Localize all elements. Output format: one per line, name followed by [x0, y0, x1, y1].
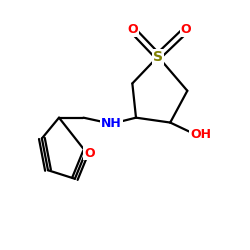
- Text: O: O: [181, 23, 192, 36]
- Text: S: S: [153, 50, 163, 64]
- Text: NH: NH: [101, 117, 122, 130]
- Text: O: O: [127, 23, 138, 36]
- Text: OH: OH: [190, 128, 211, 141]
- Text: O: O: [84, 146, 95, 160]
